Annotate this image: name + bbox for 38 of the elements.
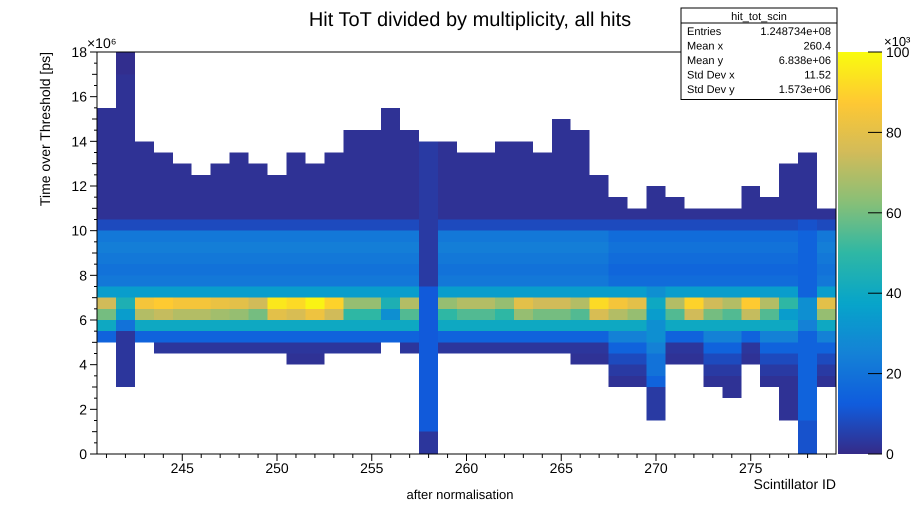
text: 1.248734e+08 bbox=[760, 26, 831, 38]
x-tick-label: 275 bbox=[739, 460, 763, 476]
x-axis-title: Scintillator ID bbox=[754, 476, 836, 492]
x-tick-label: 250 bbox=[265, 460, 289, 476]
chart-title: Hit ToT divided by multiplicity, all hits bbox=[308, 9, 632, 31]
text: hit_tot_scin bbox=[731, 11, 787, 23]
y-tick-label: 6 bbox=[79, 312, 88, 328]
y-tick-label: 2 bbox=[79, 401, 88, 418]
color-bar-label: 40 bbox=[886, 285, 902, 302]
annotation: Mean y bbox=[687, 55, 724, 67]
x-tick-label: 245 bbox=[170, 460, 194, 476]
y-tick-label: 16 bbox=[71, 88, 88, 105]
y-tick-label: 12 bbox=[71, 178, 88, 194]
y-tick-label: 10 bbox=[71, 222, 88, 239]
color-bar-label: 0 bbox=[886, 446, 894, 462]
annotation: 260.4 bbox=[803, 40, 831, 52]
y-axis-title: Time over Threshold [ps] bbox=[37, 52, 53, 206]
annotation: Std Dev x bbox=[687, 70, 736, 82]
color-bar-label: 20 bbox=[886, 366, 902, 382]
annotation: 6.838e+06 bbox=[778, 55, 831, 67]
annotation: 1.573e+06 bbox=[778, 84, 831, 96]
color-bar-label: 80 bbox=[886, 124, 902, 140]
color-bar-label: 60 bbox=[886, 204, 902, 221]
y-tick-label: 14 bbox=[71, 133, 88, 150]
y-tick-label: 18 bbox=[71, 44, 88, 60]
annotation: Std Dev y bbox=[687, 84, 736, 96]
x-tick-label: 270 bbox=[644, 460, 668, 476]
y-tick-label: 0 bbox=[79, 446, 88, 462]
text: Entries bbox=[687, 26, 722, 38]
x-tick-label: 255 bbox=[360, 460, 384, 476]
annotation: 11.52 bbox=[804, 70, 831, 82]
text: after normalisation bbox=[406, 487, 514, 502]
text: ×10⁶ bbox=[87, 35, 117, 51]
x-tick-label: 260 bbox=[454, 460, 478, 476]
annotation: Mean x bbox=[687, 40, 724, 52]
y-tick-label: 4 bbox=[79, 356, 88, 373]
x-tick-label: 265 bbox=[550, 460, 574, 476]
y-tick-label: 8 bbox=[79, 267, 88, 284]
